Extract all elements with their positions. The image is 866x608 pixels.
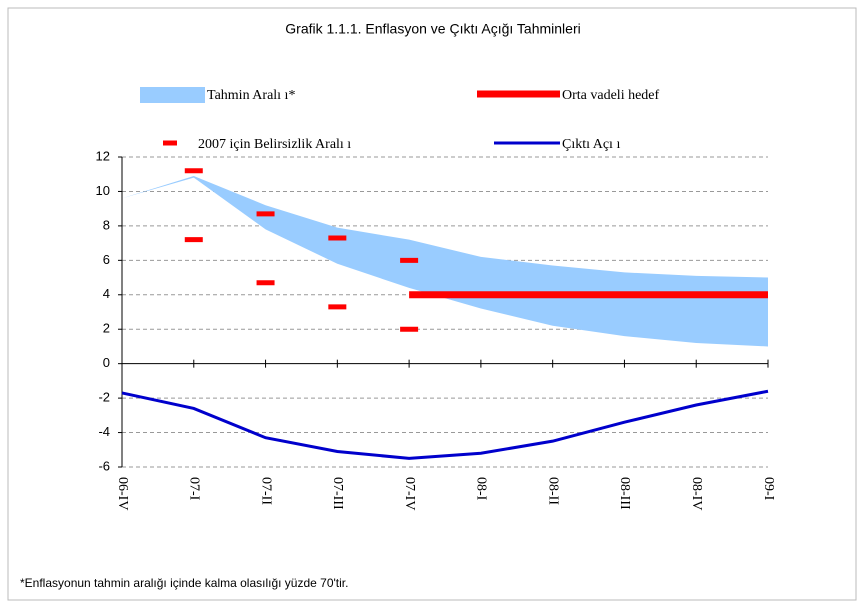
x-tick-label: 08-I (474, 477, 489, 501)
legend-label: 2007 için Belirsizlik Aralı ı (198, 137, 351, 152)
y-tick-label: 2 (103, 321, 110, 336)
x-tick-label: 08-IV (689, 477, 704, 510)
legend-label: Çıktı Açı ı (562, 137, 620, 152)
y-tick-label: -6 (98, 458, 110, 473)
series-line (121, 389, 769, 460)
x-tick-label: 07-III (330, 477, 345, 510)
x-tick-label: 06-IV (115, 477, 130, 510)
chart-title: Grafik 1.1.1. Enflasyon ve Çıktı Açığı T… (285, 21, 580, 37)
legend-label: Tahmin Aralı ı* (207, 88, 295, 103)
forecast-band (122, 175, 768, 347)
y-tick-label: 8 (103, 217, 110, 232)
footnote: *Enflasyonun tahmin aralığı içinde kalma… (20, 576, 348, 590)
x-tick-label: 08-II (545, 477, 560, 505)
x-tick-label: 07-II (258, 477, 273, 505)
legend-swatch (140, 87, 205, 103)
x-tick-label: 07-I (187, 477, 202, 501)
x-tick-label: 09-I (761, 477, 776, 501)
y-tick-label: 0 (103, 355, 110, 370)
x-tick-label: 07-IV (402, 477, 417, 510)
x-tick-label: 08-III (617, 477, 632, 510)
y-tick-label: -4 (98, 424, 110, 439)
legend-label: Orta vadeli hedef (562, 88, 660, 103)
y-tick-label: 4 (103, 286, 110, 301)
y-tick-label: 12 (96, 148, 110, 163)
y-tick-label: -2 (98, 390, 110, 405)
y-tick-label: 10 (96, 183, 110, 198)
y-tick-label: 6 (103, 252, 110, 267)
